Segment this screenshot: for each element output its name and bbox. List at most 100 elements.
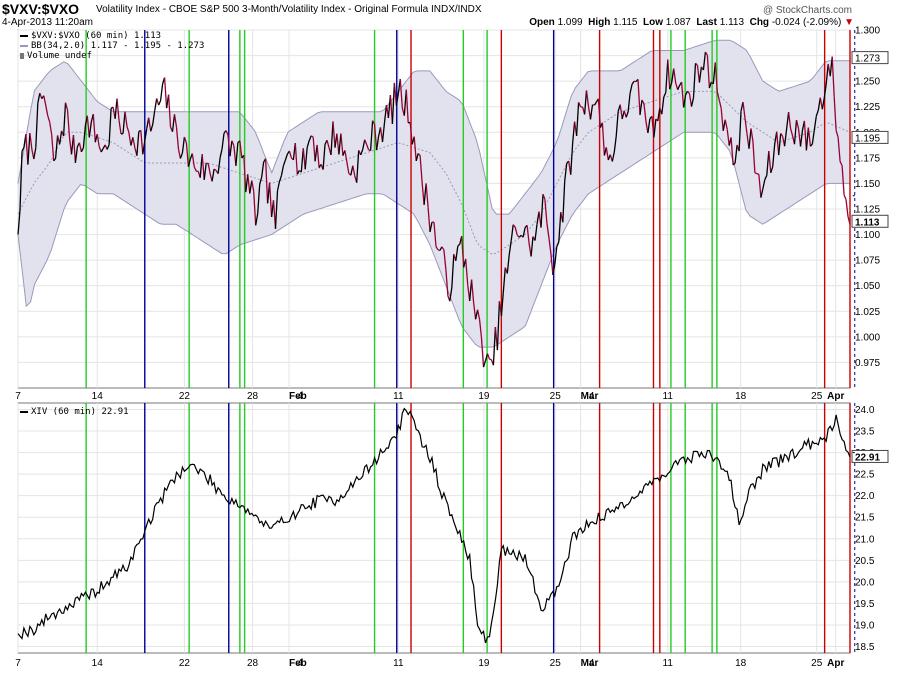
upper-price-segment xyxy=(831,56,835,97)
upper-price-segment xyxy=(29,133,33,150)
upper-x-tick-label: 11 xyxy=(393,391,404,402)
upper-price-segment xyxy=(308,135,312,141)
upper-price-segment xyxy=(478,319,483,338)
upper-price-segment xyxy=(845,199,849,217)
upper-price-segment xyxy=(429,221,433,233)
upper-x-tick-label: 11 xyxy=(663,391,674,402)
upper-price-segment xyxy=(667,59,671,90)
upper-price-segment xyxy=(257,184,261,214)
upper-price-segment xyxy=(738,111,742,152)
upper-price-segment xyxy=(621,110,625,120)
upper-price-segment xyxy=(787,112,792,129)
upper-legend: $VXV:$VXO (60 min) 1.113 BB(34,2.0) 1.11… xyxy=(20,31,204,61)
upper-price-segment xyxy=(817,97,821,111)
upper-price-segment xyxy=(496,301,501,351)
upper-price-segment xyxy=(296,170,300,175)
upper-price-segment xyxy=(96,133,100,147)
upper-price-segment xyxy=(514,227,518,236)
upper-price-segment xyxy=(482,360,487,368)
upper-price-segment xyxy=(510,224,514,241)
upper-price-segment xyxy=(80,147,84,153)
upper-price-segment xyxy=(508,240,512,255)
upper-price-segment xyxy=(534,224,538,241)
upper-x-tick-label: 4 xyxy=(297,391,303,402)
chg-value: -0.024 (-2.09%) xyxy=(771,17,842,28)
upper-price-segment xyxy=(203,163,207,180)
upper-price-segment xyxy=(841,165,845,196)
upper-price-segment xyxy=(39,92,43,99)
quote-summary: Open 1.099 High 1.115 Low 1.087 Last 1.1… xyxy=(529,17,854,28)
upper-price-segment xyxy=(27,133,31,165)
upper-price-segment xyxy=(128,132,132,146)
upper-price-segment xyxy=(795,119,800,129)
upper-price-segment xyxy=(758,174,762,198)
upper-price-segment xyxy=(142,140,146,155)
datetime-text: 4-Apr-2013 11:20am xyxy=(2,17,93,28)
lower-panel-frame xyxy=(17,402,851,654)
upper-price-segment xyxy=(247,174,251,194)
lower-x-tick-label: 28 xyxy=(247,658,259,669)
down-arrow-icon: ▼ xyxy=(844,17,854,28)
upper-price-segment xyxy=(562,181,566,223)
upper-price-segment xyxy=(362,139,366,150)
upper-price-segment xyxy=(558,212,562,243)
upper-price-segment xyxy=(340,133,344,156)
lower-legend: XIV (60 min) 22.91 xyxy=(20,407,129,417)
upper-price-segment xyxy=(476,309,481,320)
upper-price-segment xyxy=(506,254,510,274)
upper-price-segment xyxy=(682,94,687,108)
upper-price-segment xyxy=(82,125,87,148)
upper-price-segment xyxy=(304,147,308,170)
upper-price-segment xyxy=(554,246,558,265)
upper-price-segment xyxy=(221,133,225,150)
lower-x-tick-label: 25 xyxy=(811,658,823,669)
lower-y-tick-label: 24.0 xyxy=(855,405,875,416)
upper-price-segment xyxy=(627,93,631,112)
upper-price-segment xyxy=(213,168,217,171)
upper-price-segment xyxy=(227,134,231,157)
upper-price-segment xyxy=(803,120,808,151)
upper-y-tick-label: 1.125 xyxy=(855,205,880,216)
upper-price-segment xyxy=(43,95,47,106)
upper-price-segment xyxy=(665,59,669,93)
upper-price-segment xyxy=(64,102,69,110)
upper-price-segment xyxy=(74,146,79,163)
upper-price-segment xyxy=(657,107,661,121)
upper-price-segment xyxy=(45,104,49,116)
upper-price-segment xyxy=(360,149,364,156)
upper-price-segment xyxy=(239,140,243,159)
upper-price-segment xyxy=(692,63,697,98)
lower-y-tick-label: 20.5 xyxy=(855,556,875,567)
upper-price-segment xyxy=(435,246,439,251)
upper-price-segment xyxy=(625,111,629,118)
upper-price-segment xyxy=(663,92,667,98)
upper-price-segment xyxy=(346,161,350,174)
chg-label: Chg xyxy=(749,17,770,28)
upper-price-segment xyxy=(356,150,360,183)
upper-price-segment xyxy=(37,92,41,104)
upper-price-segment xyxy=(619,104,623,120)
upper-last-marker: 1.113 xyxy=(855,217,880,228)
upper-price-segment xyxy=(185,142,190,167)
upper-y-tick-label: 1.000 xyxy=(855,332,880,343)
upper-price-segment xyxy=(330,121,334,155)
upper-price-segment xyxy=(116,98,120,121)
upper-price-segment xyxy=(288,150,293,159)
upper-price-segment xyxy=(605,147,609,161)
upper-price-segment xyxy=(417,152,421,156)
bb-middle-marker-box xyxy=(851,130,889,144)
upper-price-segment xyxy=(25,134,29,165)
upper-price-segment xyxy=(100,148,104,153)
upper-price-segment xyxy=(193,166,197,172)
upper-price-segment xyxy=(381,122,386,143)
upper-price-segment xyxy=(312,137,316,162)
upper-price-segment xyxy=(805,127,810,151)
upper-price-segment xyxy=(132,137,136,149)
lower-x-tick-label: 11 xyxy=(663,658,674,669)
upper-price-segment xyxy=(78,142,83,152)
upper-price-segment xyxy=(613,136,617,153)
upper-price-segment xyxy=(249,180,253,194)
upper-price-segment xyxy=(280,165,285,176)
upper-price-segment xyxy=(375,136,380,151)
upper-line-legend: $VXV:$VXO (60 min) 1.113 xyxy=(31,31,162,41)
